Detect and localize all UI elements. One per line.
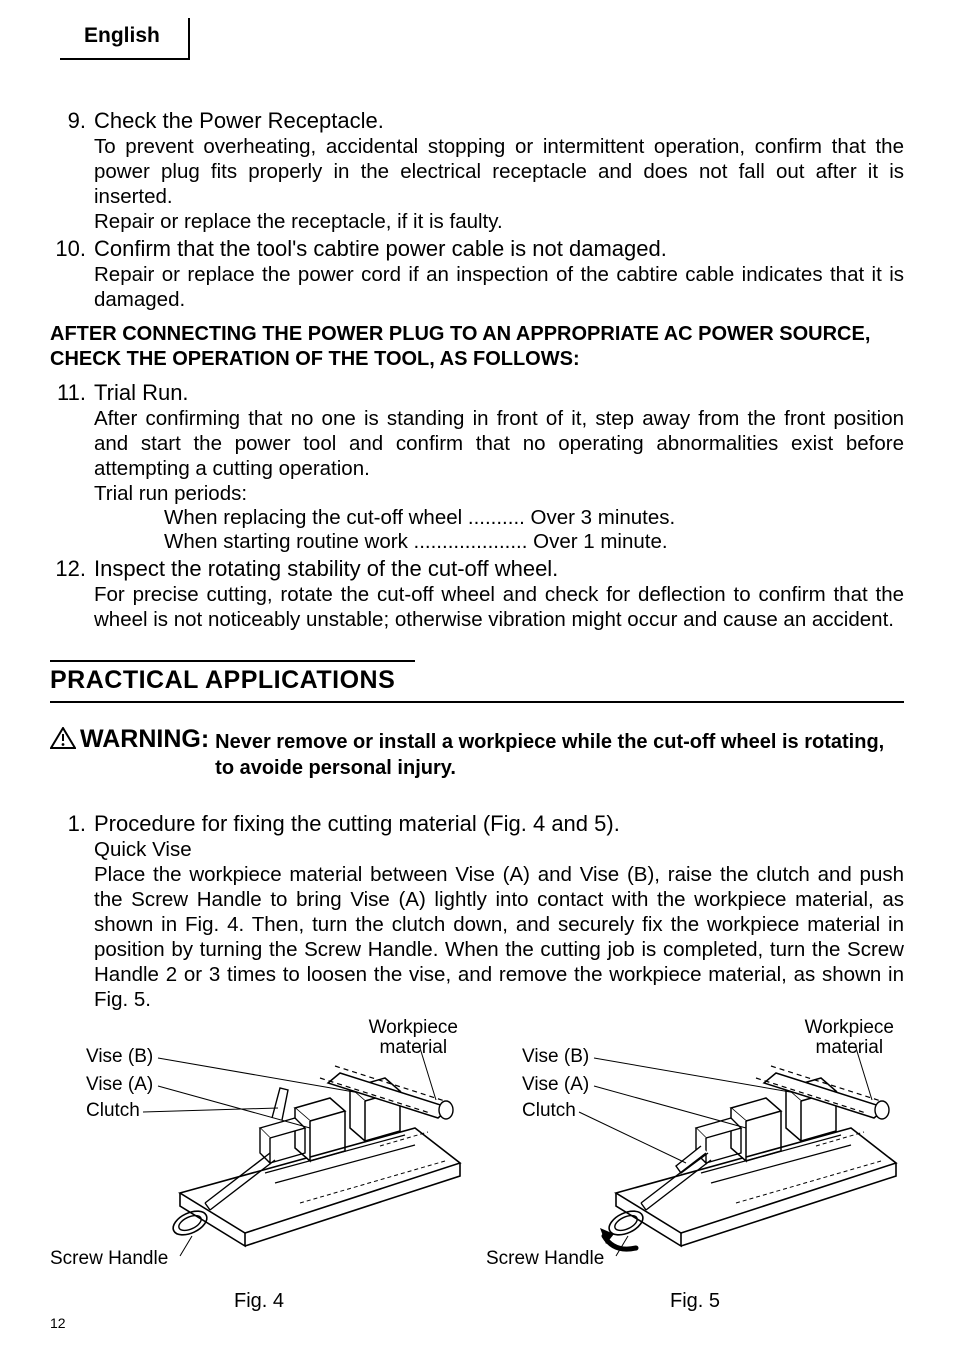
section-title-text: PRACTICAL APPLICATIONS [50,662,395,701]
figure-4: Workpiece material Vise (B) Vise (A) Clu… [50,1018,468,1313]
item-number: 1. [50,811,94,1012]
item-title: Check the Power Receptacle. [94,108,904,134]
item-subtitle: Quick Vise [94,837,904,862]
warning-triangle-icon [50,727,76,749]
item-title: Inspect the rotating stability of the cu… [94,556,904,582]
language-tab: English [60,18,190,60]
instructions-list: 9. Check the Power Receptacle. To preven… [50,108,904,632]
figure-5-caption: Fig. 5 [486,1290,904,1313]
section-heading: PRACTICAL APPLICATIONS [50,660,904,703]
item-title: Procedure for fixing the cutting materia… [94,811,904,837]
item-body: To prevent overheating, accidental stopp… [94,134,904,209]
item-content: Procedure for fixing the cutting materia… [94,811,904,1012]
item-number: 9. [50,108,94,234]
warning-label: WARNING: [80,725,209,754]
figure-5-diagram [486,1018,906,1278]
indented-line: When replacing the cut-off wheel .......… [94,506,904,530]
item-body: Place the workpiece material between Vis… [94,862,904,1012]
item-body: Repair or replace the power cord if an i… [94,262,904,312]
item-content: Check the Power Receptacle. To prevent o… [94,108,904,234]
indented-line: When starting routine work .............… [94,530,904,554]
item-title: Trial Run. [94,380,904,406]
figure-4-caption: Fig. 4 [50,1290,468,1313]
list-item-1: 1. Procedure for fixing the cutting mate… [50,811,904,1012]
warning-block: WARNING: Never remove or install a workp… [50,725,904,781]
list-item-10: 10. Confirm that the tool's cabtire powe… [50,236,904,312]
item-body: Trial run periods: [94,481,904,506]
item-body: For precise cutting, rotate the cut-off … [94,582,904,632]
item-body: After confirming that no one is standing… [94,406,904,481]
item-number: 12. [50,556,94,632]
warning-content: WARNING: Never remove or install a workp… [80,725,904,781]
list-item-11: 11. Trial Run. After confirming that no … [50,380,904,554]
item-content: Trial Run. After confirming that no one … [94,380,904,554]
rule-bottom [50,701,904,703]
figures-row: Workpiece material Vise (B) Vise (A) Clu… [50,1018,904,1313]
item-body: Repair or replace the receptacle, if it … [94,209,904,234]
figure-4-diagram [50,1018,470,1278]
language-label: English [60,24,160,47]
item-content: Confirm that the tool's cabtire power ca… [94,236,904,312]
item-number: 11. [50,380,94,554]
warning-text: Never remove or install a workpiece whil… [215,731,884,779]
manual-page: English 9. Check the Power Receptacle. T… [0,0,954,1343]
item-content: Inspect the rotating stability of the cu… [94,556,904,632]
item-title: Confirm that the tool's cabtire power ca… [94,236,904,262]
item-number: 10. [50,236,94,312]
page-number: 12 [50,1315,66,1331]
figure-5: Workpiece material Vise (B) Vise (A) Clu… [486,1018,904,1313]
bold-instruction: AFTER CONNECTING THE POWER PLUG TO AN AP… [50,322,904,372]
list-item-12: 12. Inspect the rotating stability of th… [50,556,904,632]
procedure-list: 1. Procedure for fixing the cutting mate… [50,811,904,1012]
list-item-9: 9. Check the Power Receptacle. To preven… [50,108,904,234]
